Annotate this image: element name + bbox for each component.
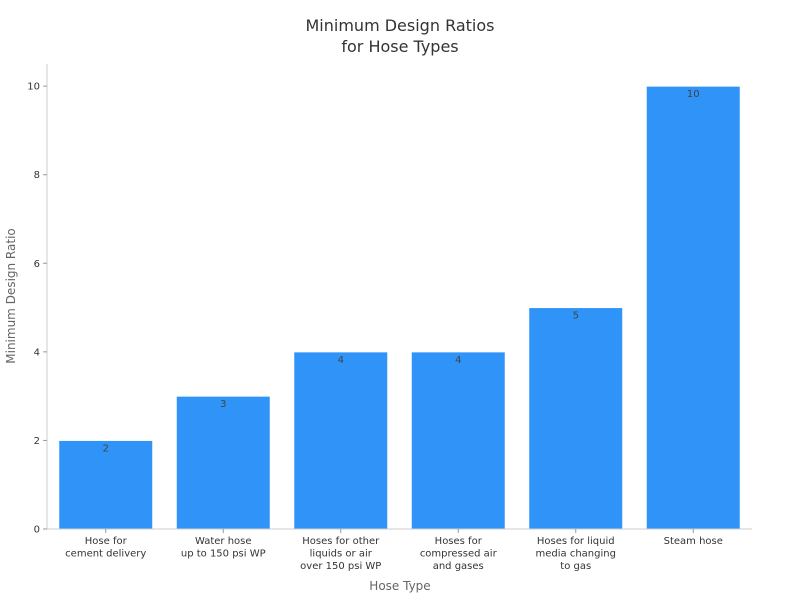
data-label: 4 (338, 355, 344, 366)
x-tick-label: Hoses for other liquids or air over 150 ps… (300, 536, 381, 572)
x-axis: Hose for cement delivery Water hose up to 1… (47, 529, 752, 572)
x-tick-label: Hoses for liquid media changing to gas (536, 536, 616, 572)
chart-title: Minimum Design Ratios for Hose Types (306, 16, 495, 56)
y-tick-label: 6 (34, 259, 40, 270)
x-tick-label-line: cement delivery (65, 549, 146, 560)
x-tick-label-line: Water hose (195, 536, 252, 547)
data-label: 2 (103, 443, 109, 454)
chart-title-line-2: for Hose Types (341, 37, 458, 56)
x-tick-label-line: and gases (433, 561, 484, 572)
y-axis: 0 2 4 6 8 10 (27, 64, 47, 536)
x-tick-label-line: Hoses for liquid (537, 536, 615, 547)
x-tick-label-line: Hose for (85, 536, 128, 547)
y-tick-label: 8 (34, 170, 40, 181)
x-tick-label: Hoses for compressed air and gases (420, 536, 498, 572)
x-tick-label-line: Hoses for (435, 536, 483, 547)
x-tick-label-line: Steam hose (664, 536, 723, 547)
x-tick-label-line: media changing (536, 549, 616, 560)
x-tick-label-line: up to 150 psi WP (181, 549, 266, 560)
y-axis-title: Minimum Design Ratio (4, 228, 18, 363)
x-axis-title: Hose Type (369, 579, 430, 593)
bar (529, 308, 623, 529)
y-tick-label: 10 (27, 82, 40, 93)
y-tick-label: 0 (34, 525, 40, 536)
x-tick-label-line: compressed air (420, 549, 498, 560)
data-label: 4 (455, 355, 461, 366)
bar (646, 86, 740, 529)
x-tick-label-line: over 150 psi WP (300, 561, 381, 572)
data-label: 10 (687, 89, 700, 100)
x-tick-label-line: Hoses for other (302, 536, 380, 547)
x-tick-label: Hose for cement delivery (65, 536, 146, 560)
data-label: 3 (220, 399, 226, 410)
y-tick-label: 4 (34, 347, 40, 358)
x-tick-label: Steam hose (664, 536, 723, 547)
x-tick-label: Water hose up to 150 psi WP (181, 536, 266, 560)
bar (176, 396, 270, 529)
x-tick-label-line: liquids or air (310, 549, 373, 560)
bar (411, 352, 505, 529)
bars-group (59, 86, 741, 529)
x-tick-label-line: to gas (560, 561, 591, 572)
bar (294, 352, 388, 529)
y-tick-label: 2 (34, 436, 40, 447)
chart-title-line-1: Minimum Design Ratios (306, 16, 495, 35)
data-label: 5 (573, 311, 579, 322)
